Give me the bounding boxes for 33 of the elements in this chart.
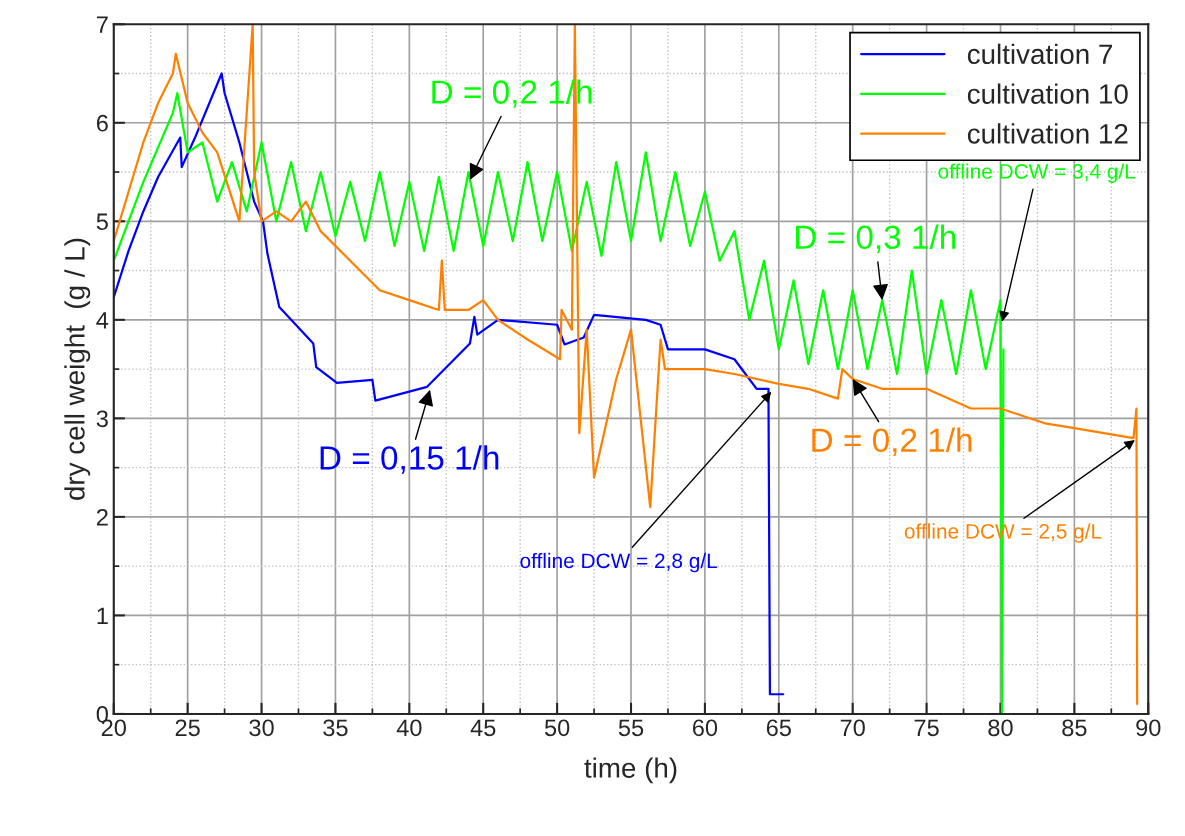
annotation: D = 0,2 1/h	[812, 427, 972, 456]
legend-label: cultivation 7	[967, 43, 1112, 65]
x-axis-title: time (h)	[584, 757, 677, 784]
legend-label: cultivation 10	[967, 83, 1128, 104]
y-tick-label: 5	[96, 213, 108, 231]
y-tick-label: 6	[96, 114, 108, 132]
y-axis-title: dry cell weight (g / L)	[64, 238, 91, 500]
y-tick-label: 7	[96, 16, 108, 33]
x-tick-label: 55	[618, 719, 644, 737]
x-tick-label: 25	[175, 719, 200, 737]
x-tick-label: 70	[840, 719, 865, 737]
x-tick-label: 60	[692, 719, 718, 737]
x-tick-label: 40	[396, 719, 422, 737]
line-series	[113, 24, 1139, 706]
annotation: offline DCW = 3,4 g/L	[938, 163, 1136, 183]
x-tick-label: 90	[1136, 719, 1161, 737]
annotation: D = 0,15 1/h	[320, 445, 499, 474]
annotation: offline DCW = 2,8 g/L	[520, 552, 718, 573]
x-tick-label: 30	[249, 719, 274, 737]
x-tick-label: 45	[470, 719, 496, 737]
x-tick-label: 35	[323, 719, 348, 737]
y-tick-label: 3	[96, 410, 108, 428]
x-tick-label: 65	[766, 719, 791, 737]
annotation: D = 0,3 1/h	[796, 224, 956, 254]
x-tick-label: 50	[544, 719, 570, 737]
y-tick-label: 4	[96, 312, 109, 329]
legend-label: cultivation 12	[967, 123, 1128, 144]
x-tick-label: 80	[988, 719, 1013, 737]
x-tick-label: 75	[914, 719, 939, 737]
y-tick-label: 2	[96, 508, 108, 526]
line-series	[113, 72, 785, 696]
x-tick-label: 85	[1062, 719, 1087, 737]
y-tick-label: 1	[97, 607, 108, 624]
